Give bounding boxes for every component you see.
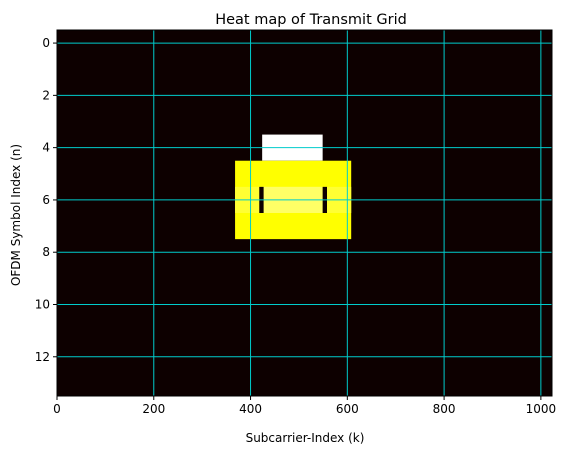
plot-frame bbox=[56, 29, 553, 397]
x-tick-label: 400 bbox=[239, 402, 262, 416]
plot-area: 0 200 400 600 800 1000 0 2 4 6 8 10 12 bbox=[35, 29, 557, 416]
y-tick-label: 8 bbox=[42, 245, 50, 259]
x-tick-label: 200 bbox=[142, 402, 165, 416]
x-tick-label: 0 bbox=[53, 402, 61, 416]
x-axis-label: Subcarrier-Index (k) bbox=[246, 431, 365, 445]
y-tick-label: 10 bbox=[35, 298, 50, 312]
x-tick-label: 1000 bbox=[526, 402, 557, 416]
y-tick-label: 6 bbox=[42, 193, 50, 207]
y-axis-label: OFDM Symbol Index (n) bbox=[9, 144, 23, 286]
y-tick-label: 0 bbox=[42, 36, 50, 50]
x-tick-label: 800 bbox=[433, 402, 456, 416]
y-tick-label: 12 bbox=[35, 350, 50, 364]
x-tick-label: 600 bbox=[336, 402, 359, 416]
y-tick-label: 2 bbox=[42, 88, 50, 102]
chart-title: Heat map of Transmit Grid bbox=[215, 12, 407, 28]
y-tick-label: 4 bbox=[42, 141, 50, 155]
